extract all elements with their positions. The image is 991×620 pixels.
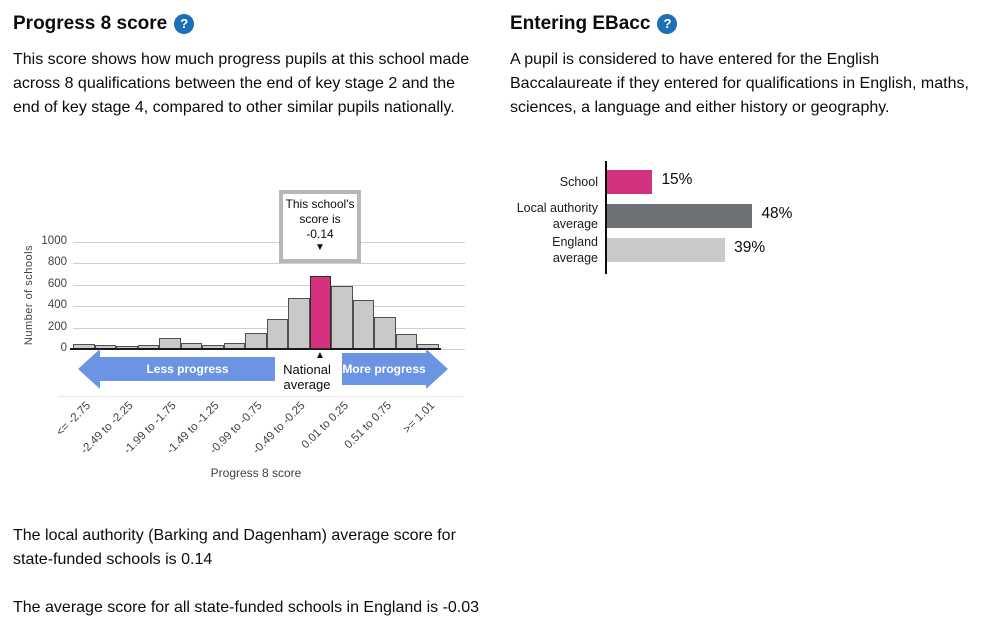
more-progress-arrow: More progress	[342, 349, 448, 389]
ebacc-heading: Entering EBacc ?	[510, 13, 990, 35]
y-tick-label: 600	[47, 277, 67, 290]
ebacc-bar-school	[607, 170, 653, 194]
y-tick-label: 400	[47, 299, 67, 311]
england-average-note: The average score for all state-funded s…	[13, 599, 480, 616]
ebacc-value-label: 15%	[661, 171, 693, 188]
x-tick-label: >= 1.01	[400, 399, 437, 436]
ebacc-axis-line	[605, 161, 607, 274]
la-average-note: The local authority (Barking and Dagenha…	[13, 527, 456, 568]
ebacc-category-label: Local authority average	[516, 201, 598, 231]
x-axis-line	[70, 348, 441, 350]
histogram-bar	[288, 297, 310, 349]
school-score-callout: This school's score is -0.14 ▼	[279, 190, 361, 263]
y-tick-label: 800	[47, 256, 67, 268]
chart-bottom-border	[58, 396, 463, 397]
arrow-right-icon	[426, 349, 448, 389]
arrow-left-icon	[78, 349, 100, 389]
school-score-value: -0.14	[306, 227, 334, 241]
ebacc-help-icon[interactable]: ?	[657, 14, 678, 34]
histogram-bar	[331, 285, 353, 349]
progress8-title: Progress 8 score	[13, 13, 168, 34]
progress8-description: This score shows how much progress pupil…	[13, 51, 470, 116]
progress8-help-icon[interactable]: ?	[174, 14, 195, 34]
less-progress-arrow: Less progress	[78, 349, 275, 389]
ebacc-category-label: School	[559, 175, 598, 189]
y-axis-label: Number of schools	[23, 244, 35, 346]
gridline	[73, 284, 465, 286]
ebacc-section: Entering EBacc ? A pupil is considered t…	[510, 13, 990, 620]
progress8-heading: Progress 8 score ?	[13, 13, 483, 35]
gridline	[73, 263, 465, 264]
less-progress-label: Less progress	[100, 357, 275, 381]
ebacc-value-label: 39%	[734, 239, 766, 256]
histogram-bar	[266, 318, 288, 349]
ebacc-description: A pupil is considered to have entered fo…	[510, 51, 969, 116]
gridline	[73, 241, 465, 243]
ebacc-bar-chart: School 15% Local authority average 48% Engla…	[510, 150, 990, 285]
y-tick-label: 0	[60, 342, 67, 354]
gridline	[73, 306, 465, 307]
histogram-bar	[352, 300, 374, 349]
callout-pointer-icon: ▼	[315, 242, 325, 253]
national-average-marker-icon: ▲	[315, 350, 325, 361]
school-score-text: This school's score is	[285, 197, 355, 226]
x-tick-label: <= -2.75	[54, 399, 93, 439]
ebacc-bar-england-average	[607, 238, 726, 262]
x-axis-title: Progress 8 score	[210, 466, 302, 480]
histogram-bar	[374, 316, 396, 349]
progress8-histogram: Number of schools This school's score is…	[13, 146, 483, 496]
national-average-label: National average	[283, 362, 331, 392]
ebacc-value-label: 48%	[761, 205, 793, 222]
y-tick-label: 1000	[41, 234, 67, 247]
progress8-section: Progress 8 score ? This score shows how …	[13, 13, 483, 620]
y-tick-label: 200	[47, 320, 67, 333]
more-progress-label: More progress	[342, 353, 426, 385]
ebacc-category-label: England average	[552, 235, 598, 265]
ebacc-title: Entering EBacc	[510, 13, 651, 34]
histogram-bar	[395, 333, 417, 349]
ebacc-bar-local-authority-average	[607, 204, 753, 228]
histogram-bar-school	[309, 275, 331, 349]
histogram-bar	[245, 332, 267, 349]
